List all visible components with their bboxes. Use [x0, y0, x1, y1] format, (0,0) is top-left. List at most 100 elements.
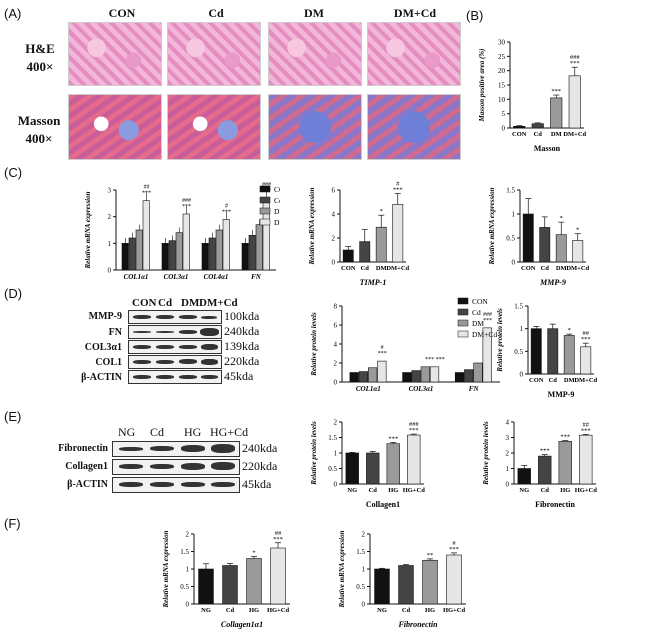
blot-d-strip-3 — [128, 355, 222, 369]
y-axis-label: Relative protein levels — [482, 421, 490, 486]
y-tick-label: 0 — [520, 371, 524, 379]
x-tick-label: CON — [512, 131, 527, 138]
bar — [359, 241, 371, 263]
y-tick-label: 0 — [334, 481, 338, 489]
bar — [198, 568, 214, 605]
masson-image-con — [68, 94, 162, 160]
legend-label: CON — [274, 185, 280, 194]
bar — [201, 243, 209, 271]
bar — [392, 204, 404, 263]
y-axis-label: Relative mRNA expression — [338, 530, 346, 608]
significance-label: *** *** — [425, 357, 445, 363]
chart-collagen1-protein: 0 0.5 1 1.5 2 Relative protein levels Collagen… — [310, 419, 425, 510]
significance-label: * — [576, 227, 579, 234]
row-masson-mag: 400× — [25, 131, 53, 146]
panel-letter-c: (C) — [4, 165, 23, 180]
legend-swatch — [457, 308, 469, 316]
x-tick-label: HG — [388, 487, 398, 494]
bar — [345, 452, 359, 485]
blot-e-size-2: 45kda — [242, 477, 272, 491]
blot-e-lane-hg: HG — [184, 425, 202, 439]
chart-mmp9-mrna: 0 0.5 1 1.5 Relative mRNA expression MMP-9CON… — [488, 187, 590, 288]
significance-label: *** — [393, 187, 403, 194]
group-label-con: CON — [108, 6, 136, 20]
significance-label: *** — [581, 427, 591, 434]
blot-d-lane-dmcd: DM+Cd — [199, 297, 238, 309]
panel-letter-a: (A) — [4, 6, 22, 21]
y-tick-label: 1.5 — [180, 548, 189, 556]
bar — [142, 200, 150, 271]
panel-letter-f: (F) — [4, 516, 21, 531]
x-tick-label: HG+Cd — [267, 607, 290, 614]
y-axis-label: Relative protein levels — [496, 308, 504, 373]
blot-d-protein-1: FN — [108, 327, 122, 338]
blot-e-protein-1: Collagen1 — [65, 461, 108, 472]
y-tick-label: 1 — [186, 566, 190, 574]
x-tick-label: HG+Cd — [575, 487, 598, 494]
y-axis-label: Relative protein levels — [310, 312, 318, 377]
significance-label: * — [560, 215, 563, 222]
bar — [349, 372, 359, 383]
chart-timp1-mrna: 0 2 4 6 Relative mRNA expression TIMP-1 CON Cd D… — [308, 181, 410, 287]
significance-label: ### — [182, 198, 191, 204]
masson-image-dmcd — [367, 94, 461, 160]
bar — [222, 565, 238, 605]
x-tick-label: COL1α1 — [124, 273, 149, 281]
bar — [358, 371, 369, 383]
row-he-mag: 400× — [26, 59, 54, 74]
y-tick-label: 8 — [334, 303, 338, 311]
y-tick-label: 2 — [186, 531, 190, 539]
x-tick-label: DM+Cd — [566, 265, 589, 272]
y-tick-label: 0 — [332, 259, 336, 267]
legend-swatch — [457, 319, 469, 327]
y-axis-label: Masson positive area (%) — [478, 49, 486, 123]
x-tick-label: CON — [341, 265, 356, 272]
bar — [342, 249, 354, 263]
blot-d-protein-0: MMP-9 — [88, 311, 122, 322]
bar — [255, 224, 263, 271]
y-tick-label: 0.5 — [506, 235, 515, 243]
y-tick-label: 25 — [498, 53, 506, 61]
y-tick-label: 1 — [520, 325, 524, 333]
y-tick-label: 1 — [334, 450, 338, 458]
y-tick-label: 1 — [362, 566, 366, 574]
y-tick-label: 2 — [332, 235, 336, 243]
significance-label: ### — [483, 312, 492, 318]
blot-e-size-1: 220kda — [242, 459, 278, 473]
y-tick-label: 0.5 — [180, 583, 189, 591]
bar — [398, 565, 414, 605]
bar — [215, 229, 223, 271]
y-tick-label: 10 — [498, 96, 506, 104]
bar — [522, 213, 534, 263]
y-tick-label: 3 — [506, 434, 510, 442]
bar — [538, 455, 552, 485]
significance-label: # — [452, 540, 456, 547]
significance-label: # — [396, 181, 400, 188]
x-tick-label: DM+Cd — [386, 265, 409, 272]
legend-label: DM — [274, 207, 280, 216]
bar — [547, 328, 559, 375]
blot-d-lane-cd: Cd — [158, 297, 173, 309]
bar — [375, 226, 387, 263]
x-axis-label: TIMP-1 — [360, 278, 387, 287]
blot-d-size-0: 100kda — [224, 309, 260, 323]
y-tick-label: 30 — [498, 39, 506, 47]
x-tick-label: DM+Cd — [574, 377, 597, 384]
legend-label: DM+Cd — [472, 330, 497, 339]
significance-label: *** — [551, 88, 561, 95]
y-tick-label: 1.5 — [328, 434, 337, 442]
y-tick-label: 6 — [332, 187, 336, 195]
legend-swatch — [259, 218, 271, 226]
y-axis-label: Relative protein levels — [310, 421, 318, 486]
significance-label: *** — [581, 336, 591, 343]
y-tick-label: 2 — [334, 419, 338, 427]
y-tick-label: 15 — [498, 82, 506, 90]
y-tick-label: 4 — [334, 341, 338, 349]
x-tick-label: NG — [347, 487, 357, 494]
bar — [539, 227, 551, 263]
x-axis-label: Collagen1 — [366, 500, 400, 509]
significance-label: *** — [540, 448, 550, 455]
y-tick-label: 2 — [108, 213, 112, 221]
blot-d-strip-0 — [128, 310, 222, 324]
x-axis-label: Masson — [534, 144, 561, 153]
